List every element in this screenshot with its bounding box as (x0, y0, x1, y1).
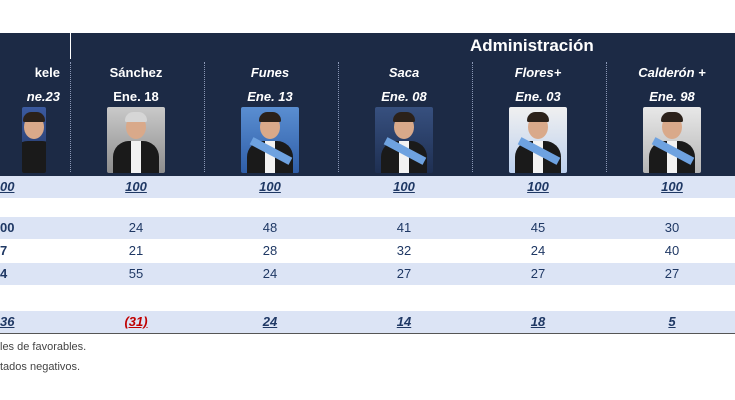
table-cell: 24 (262, 314, 278, 329)
table-cell: 100 (661, 179, 683, 194)
table-bottom-border (0, 333, 735, 334)
table-cell: 14 (396, 314, 412, 329)
table-cell: 100 (393, 179, 415, 194)
table-cell: 21 (128, 243, 144, 258)
table-cell: 55 (128, 266, 144, 281)
table-cell: 24 (530, 243, 546, 258)
table-cell: 36 (0, 314, 15, 329)
portrait-image (509, 107, 567, 173)
footnote: tados negativos. (0, 361, 81, 373)
table-cell: 100 (259, 179, 281, 194)
portrait-image (375, 107, 433, 173)
table-cell: 40 (664, 243, 680, 258)
table-cell: 30 (664, 220, 680, 235)
column-separator (338, 62, 339, 172)
table-cell-negative: (31) (124, 314, 148, 329)
column-name: Saca (388, 65, 420, 80)
column-date: Ene. 18 (113, 89, 159, 104)
table-cell: 27 (664, 266, 680, 281)
table-cell: 100 (527, 179, 549, 194)
portrait-image (107, 107, 165, 173)
table-row: 00 24 48 41 45 30 (0, 217, 735, 239)
column-date: Ene. 03 (515, 89, 561, 104)
table-cell: 45 (530, 220, 546, 235)
column-name: Calderón + (638, 65, 706, 80)
portrait-image (22, 107, 46, 173)
table-row-total: 00 100 100 100 100 100 (0, 176, 735, 198)
table-cell: 5 (668, 314, 676, 329)
table-cell: 27 (530, 266, 546, 281)
table-cell: 18 (530, 314, 546, 329)
column-date: Ene. 08 (381, 89, 427, 104)
column-separator (606, 62, 607, 172)
column-date: ne.23 (26, 89, 60, 104)
table-row: 4 55 24 27 27 27 (0, 263, 735, 285)
footnote: les de favorables. (0, 341, 87, 353)
table-cell: 32 (396, 243, 412, 258)
portrait-image (643, 107, 701, 173)
table-cell: 4 (0, 266, 8, 281)
column-date: Ene. 13 (247, 89, 293, 104)
table-row: 7 21 28 32 24 40 (0, 240, 735, 262)
portrait-image (241, 107, 299, 173)
table-cell: 00 (0, 179, 15, 194)
header-divider (70, 33, 71, 59)
column-name: kele (34, 65, 60, 80)
table-cell: 27 (396, 266, 412, 281)
table-cell: 48 (262, 220, 278, 235)
table-row-balance: 36 (31) 24 14 18 5 (0, 311, 735, 333)
table-cell: 28 (262, 243, 278, 258)
column-name: Sánchez (109, 65, 163, 80)
table-cell: 100 (125, 179, 147, 194)
table-cell: 7 (0, 243, 8, 258)
column-separator (204, 62, 205, 172)
table-cell: 41 (396, 220, 412, 235)
table-cell: 24 (262, 266, 278, 281)
column-date: Ene. 98 (649, 89, 695, 104)
header-band-top (0, 33, 735, 59)
column-separator (70, 62, 71, 172)
table-cell: 00 (0, 220, 15, 235)
column-name: Flores+ (514, 65, 562, 80)
table-cell: 24 (128, 220, 144, 235)
column-separator (472, 62, 473, 172)
column-name: Funes (250, 65, 290, 80)
administration-title: Administración (470, 36, 594, 55)
